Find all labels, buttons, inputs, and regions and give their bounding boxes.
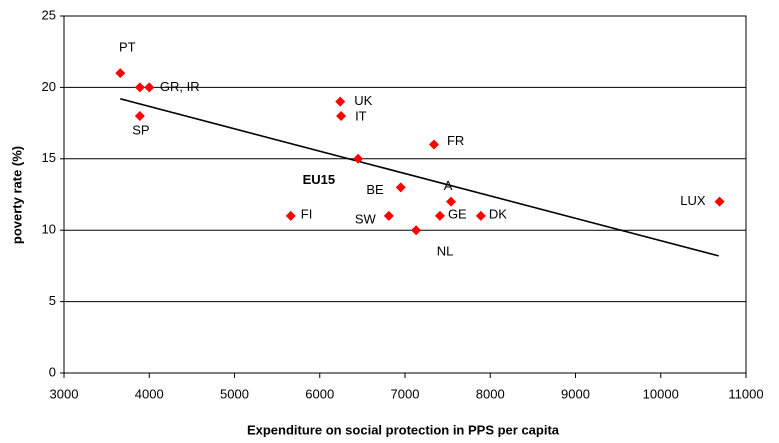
x-tick-label: 10000 <box>643 386 679 401</box>
point <box>336 110 347 121</box>
point-label: SP <box>132 122 149 137</box>
x-axis-label: Expenditure on social protection in PPS … <box>247 422 560 437</box>
point-label: DK <box>489 206 507 221</box>
y-tick-label: 20 <box>42 79 56 94</box>
x-tick-label: 8000 <box>476 386 505 401</box>
x-tick-label: 7000 <box>391 386 420 401</box>
y-tick-label: 25 <box>42 7 56 22</box>
y-tick-label: 5 <box>49 293 56 308</box>
point <box>144 82 155 93</box>
point <box>434 210 445 221</box>
point <box>115 68 126 79</box>
point <box>714 196 725 207</box>
point <box>353 153 364 164</box>
point <box>383 210 394 221</box>
y-tick-label: 0 <box>49 364 56 379</box>
x-tick-label: 3000 <box>50 386 79 401</box>
point-label: PT <box>119 40 136 55</box>
point-label: FI <box>301 206 313 221</box>
point-label: A <box>444 178 453 193</box>
x-tick-label: 4000 <box>135 386 164 401</box>
x-tick-label: 11000 <box>728 386 763 401</box>
point <box>285 210 296 221</box>
x-tick-label: 5000 <box>220 386 249 401</box>
point-label: IT <box>355 108 367 123</box>
point-label: GR, IR <box>160 79 200 94</box>
point-label: NL <box>437 244 454 259</box>
point <box>134 110 145 121</box>
x-tick-label: 6000 <box>305 386 334 401</box>
point-label: LUX <box>680 193 706 208</box>
point <box>395 182 406 193</box>
y-tick-label: 15 <box>42 150 56 165</box>
point <box>428 139 439 150</box>
x-tick-label: 9000 <box>561 386 590 401</box>
point <box>446 196 457 207</box>
point-label: UK <box>354 93 372 108</box>
point <box>475 210 486 221</box>
point <box>411 225 422 236</box>
point-label: BE <box>366 182 384 197</box>
point-label: EU15 <box>303 172 336 187</box>
y-axis-label: poverty rate (%) <box>9 146 24 244</box>
trend-line <box>120 98 719 257</box>
point-label: GE <box>448 206 467 221</box>
point <box>335 96 346 107</box>
y-tick-label: 10 <box>42 222 56 237</box>
point <box>134 82 145 93</box>
point-label: FR <box>447 133 464 148</box>
plot-frame <box>63 15 747 374</box>
point-label: SW <box>355 211 377 226</box>
